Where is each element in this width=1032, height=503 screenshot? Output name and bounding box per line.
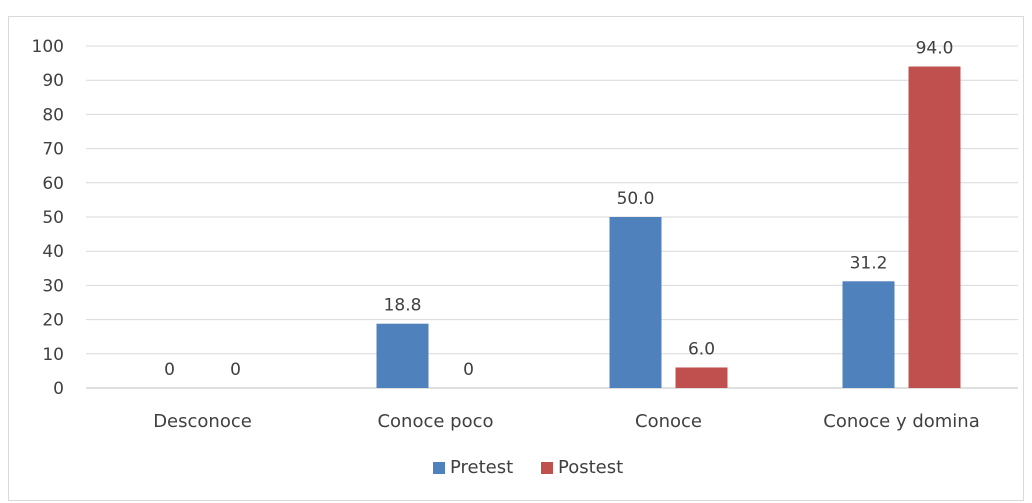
data-label-pretest-2: 50.0 — [617, 189, 655, 209]
legend-label-postest: Postest — [558, 457, 623, 478]
y-tick-label-90: 90 — [42, 71, 64, 91]
data-label-pretest-3: 31.2 — [850, 253, 888, 273]
data-label-pretest-0: 0 — [164, 360, 175, 380]
category-label-1: Conoce poco — [377, 411, 493, 432]
data-label-postest-0: 0 — [230, 360, 241, 380]
y-tick-label-100: 100 — [32, 37, 64, 57]
data-label-postest-2: 6.0 — [688, 339, 715, 359]
y-tick-label-20: 20 — [42, 311, 64, 331]
y-tick-label-0: 0 — [53, 379, 64, 399]
y-tick-label-10: 10 — [42, 345, 64, 365]
category-label-0: Desconoce — [153, 411, 252, 432]
data-label-postest-1: 0 — [463, 360, 474, 380]
chart-frame — [8, 16, 1024, 501]
y-tick-label-50: 50 — [42, 208, 64, 228]
bar-postest-3 — [908, 66, 961, 389]
category-label-3: Conoce y domina — [823, 411, 979, 432]
bar-pretest-3 — [842, 281, 895, 388]
legend-swatch-pretest — [433, 462, 445, 474]
y-tick-label-70: 70 — [42, 140, 64, 160]
category-label-2: Conoce — [635, 411, 702, 432]
y-tick-label-60: 60 — [42, 174, 64, 194]
legend-swatch-postest — [541, 462, 553, 474]
legend-label-pretest: Pretest — [450, 457, 513, 478]
bar-pretest-2 — [609, 217, 662, 388]
data-label-postest-3: 94.0 — [916, 39, 954, 59]
bar-postest-2 — [675, 367, 728, 388]
y-tick-label-80: 80 — [42, 105, 64, 125]
data-label-pretest-1: 18.8 — [384, 296, 422, 316]
bar-pretest-1 — [376, 323, 429, 388]
y-tick-label-40: 40 — [42, 242, 64, 262]
y-tick-label-30: 30 — [42, 276, 64, 296]
